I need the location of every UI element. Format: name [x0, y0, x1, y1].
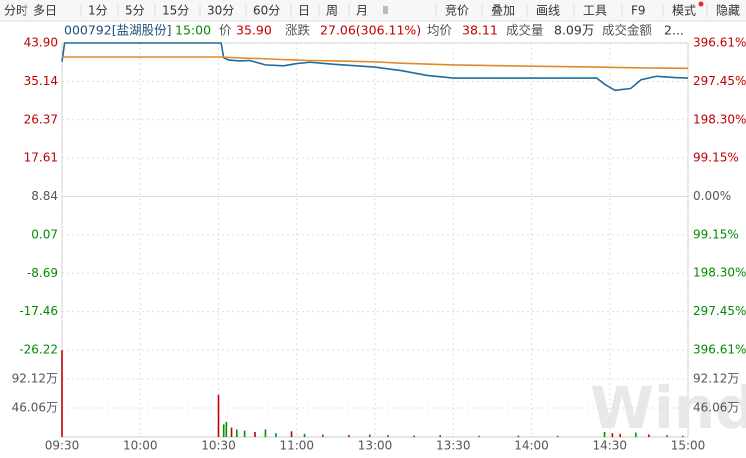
volume-bar: [387, 435, 389, 437]
volume-bar: [368, 434, 371, 437]
y2-tick-label: 297.45%: [693, 304, 746, 318]
toolbar-button[interactable]: 叠加: [491, 4, 515, 18]
volume-bar: [243, 430, 246, 437]
volume-bar: [556, 435, 559, 437]
volume-bar: [603, 431, 606, 437]
x-tick-label: 13:00: [358, 439, 393, 453]
quote-price-label: 价: [219, 23, 232, 38]
volume-bar: [254, 431, 256, 437]
volume-bar: [517, 435, 520, 437]
toolbar-icon[interactable]: [383, 6, 388, 14]
volume-bar: [322, 434, 324, 437]
volume-bar: [439, 435, 442, 437]
y2-tick-label: 99.15%: [693, 151, 739, 165]
volume-bar: [635, 432, 637, 437]
volume-bar: [61, 350, 63, 437]
toolbar: [0, 0, 746, 21]
y-tick-label: 8.84: [31, 189, 58, 203]
x-tick-label: 10:30: [201, 439, 236, 453]
quote-code: 000792[盐湖股份]: [64, 23, 171, 38]
mode-dot: [698, 1, 704, 7]
x-tick-label: 14:00: [514, 439, 549, 453]
volume-tick-label: 92.12万: [693, 372, 739, 386]
volume-bar: [222, 424, 225, 437]
volume-bar: [666, 435, 668, 437]
price-line: [61, 42, 689, 92]
y2-tick-label: 0.00%: [693, 189, 731, 203]
y-tick-label: -8.69: [27, 266, 58, 280]
toolbar-button[interactable]: 工具: [583, 4, 607, 18]
volume-bar: [217, 394, 220, 437]
volume-bar: [413, 435, 415, 437]
volume-bar: [478, 435, 481, 437]
toolbar-button[interactable]: 日: [298, 4, 310, 18]
volume-tick-label: 92.12万: [12, 372, 58, 386]
volume-tick-label: 46.06万: [693, 401, 739, 415]
volume-bar: [275, 433, 277, 437]
toolbar-button[interactable]: 隐藏: [716, 4, 740, 18]
x-tick-label: 09:30: [45, 439, 80, 453]
quote-amount-label: 成交金额: [602, 23, 653, 38]
x-tick-label: 10:00: [123, 439, 158, 453]
volume-tick-label: 46.06万: [12, 401, 58, 415]
quote-price: 35.90: [236, 23, 272, 38]
x-tick-label: 15:00: [671, 439, 706, 453]
volume-bar: [230, 427, 233, 437]
volume-bar: [225, 421, 228, 437]
quote-avg: 38.11: [462, 23, 498, 38]
quote-change-label: 涨跌: [285, 23, 311, 38]
quote-change: 27.06(306.11%): [320, 23, 421, 38]
toolbar-button[interactable]: 竞价: [445, 4, 469, 18]
toolbar-button[interactable]: 画线: [536, 4, 560, 18]
toolbar-button[interactable]: 模式: [672, 4, 696, 18]
quote-volume-label: 成交量: [506, 23, 544, 38]
volume-bar: [235, 429, 238, 437]
toolbar-button[interactable]: 60分: [253, 4, 280, 18]
volume-bar: [611, 433, 614, 437]
toolbar-button[interactable]: 30分: [207, 4, 234, 18]
price-line: [62, 56, 689, 70]
y2-tick-label: 198.30%: [693, 112, 746, 126]
toolbar-button[interactable]: 分时: [4, 4, 28, 18]
x-tick-label: 13:30: [436, 439, 471, 453]
toolbar-button[interactable]: 1分: [88, 4, 108, 18]
toolbar-button[interactable]: 月: [356, 4, 368, 18]
quote-volume: 8.09万: [554, 23, 594, 38]
quote-time: 15:00: [175, 23, 211, 38]
y-tick-label: 26.37: [24, 112, 58, 126]
volume-bar: [264, 429, 267, 437]
toolbar-button[interactable]: F9: [631, 4, 646, 18]
volume-bar: [290, 431, 293, 437]
y-tick-label: -17.46: [19, 304, 58, 318]
y-tick-label: 35.14: [24, 74, 58, 88]
y-tick-label: 17.61: [24, 151, 58, 165]
volume-bar: [619, 433, 621, 437]
quote-amount: 2...: [664, 23, 684, 38]
volume-bar: [348, 435, 350, 437]
y-tick-label: 43.90: [24, 36, 58, 50]
y2-tick-label: 396.61%: [693, 343, 746, 357]
volume-bar: [648, 434, 650, 437]
y-tick-label: 0.07: [31, 227, 58, 241]
x-tick-label: 14:30: [592, 439, 627, 453]
x-tick-label: 11:00: [279, 439, 314, 453]
toolbar-button[interactable]: 15分: [162, 4, 189, 18]
quote-avg-label: 均价: [427, 23, 453, 38]
toolbar-button[interactable]: 多日: [33, 4, 57, 18]
y2-tick-label: 396.61%: [693, 36, 746, 50]
y2-tick-label: 297.45%: [693, 74, 746, 88]
toolbar-button[interactable]: 5分: [125, 4, 145, 18]
y2-tick-label: 198.30%: [693, 266, 746, 280]
y2-tick-label: 99.15%: [693, 227, 739, 241]
volume-bar: [303, 433, 306, 437]
toolbar-button[interactable]: 周: [326, 4, 338, 18]
y-tick-label: -26.22: [19, 343, 58, 357]
volume-bar: [681, 435, 684, 437]
